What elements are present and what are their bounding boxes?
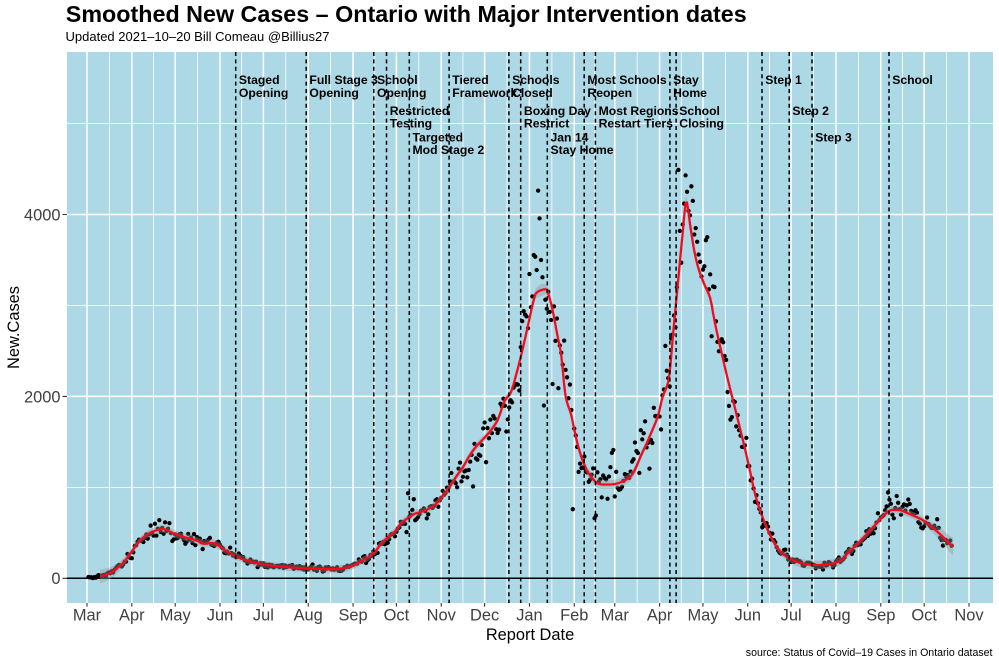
svg-text:2000: 2000 <box>24 388 60 406</box>
svg-text:Tiered: Tiered <box>452 73 488 87</box>
svg-text:Boxing Day: Boxing Day <box>524 104 591 118</box>
svg-text:Mod Stage 2: Mod Stage 2 <box>413 143 485 157</box>
svg-text:Smoothed New Cases – Ontario w: Smoothed New Cases – Ontario with Major … <box>66 1 747 27</box>
svg-text:New.Cases: New.Cases <box>5 286 23 369</box>
svg-text:Schools: Schools <box>512 73 560 87</box>
svg-text:Opening: Opening <box>309 86 358 100</box>
svg-text:Jan: Jan <box>516 607 542 625</box>
svg-text:Step 1: Step 1 <box>765 73 802 87</box>
svg-text:Mar: Mar <box>601 607 630 625</box>
svg-text:Mar: Mar <box>73 607 102 625</box>
svg-text:Stay Home: Stay Home <box>551 143 614 157</box>
svg-text:School: School <box>377 73 418 87</box>
svg-text:Jul: Jul <box>253 607 274 625</box>
svg-text:Opening: Opening <box>239 86 288 100</box>
svg-text:May: May <box>160 607 192 625</box>
svg-text:Apr: Apr <box>119 607 145 625</box>
svg-text:School: School <box>679 104 720 118</box>
svg-text:Restart Tiers: Restart Tiers <box>599 117 674 131</box>
svg-text:Targeted: Targeted <box>413 130 464 144</box>
svg-text:Reopen: Reopen <box>587 86 632 100</box>
svg-text:Full Stage 3: Full Stage 3 <box>309 73 378 87</box>
svg-text:Most Regions: Most Regions <box>599 104 679 118</box>
svg-text:Closed: Closed <box>512 86 553 100</box>
svg-text:Nov: Nov <box>427 607 457 625</box>
svg-text:Home: Home <box>673 86 707 100</box>
svg-text:School: School <box>892 73 933 87</box>
svg-text:Testing: Testing <box>390 117 432 131</box>
svg-text:4000: 4000 <box>24 206 60 224</box>
svg-text:Updated 2021–10–20 Bill Comeau: Updated 2021–10–20 Bill Comeau @Billius2… <box>66 29 330 44</box>
svg-text:Jun: Jun <box>207 607 233 625</box>
svg-text:Dec: Dec <box>470 607 499 625</box>
svg-text:Step 3: Step 3 <box>815 130 852 144</box>
svg-text:Staged: Staged <box>239 73 280 87</box>
svg-text:Nov: Nov <box>954 607 984 625</box>
svg-text:Stay: Stay <box>673 73 699 87</box>
svg-text:0: 0 <box>51 570 60 588</box>
svg-text:Step 2: Step 2 <box>792 104 829 118</box>
svg-text:Report Date: Report Date <box>486 626 574 644</box>
svg-text:Restricted: Restricted <box>390 104 450 118</box>
svg-text:Restrict: Restrict <box>524 117 569 131</box>
svg-text:source: Status of Covid–19 Cas: source: Status of Covid–19 Cases in Onta… <box>746 647 993 659</box>
svg-text:Feb: Feb <box>560 607 588 625</box>
svg-text:Jul: Jul <box>781 607 802 625</box>
svg-text:Jan 14: Jan 14 <box>551 130 589 144</box>
svg-text:May: May <box>687 607 719 625</box>
svg-text:Jun: Jun <box>735 607 761 625</box>
svg-text:Sep: Sep <box>338 607 367 625</box>
svg-text:Framework: Framework <box>452 86 517 100</box>
svg-text:Oct: Oct <box>384 607 410 625</box>
svg-text:Apr: Apr <box>647 607 673 625</box>
svg-text:Aug: Aug <box>821 607 850 625</box>
svg-text:Closing: Closing <box>679 117 724 131</box>
svg-text:Aug: Aug <box>294 607 323 625</box>
svg-text:Sep: Sep <box>866 607 895 625</box>
svg-text:Oct: Oct <box>911 607 937 625</box>
svg-text:Most Schools: Most Schools <box>587 73 666 87</box>
svg-text:Opening: Opening <box>377 86 426 100</box>
